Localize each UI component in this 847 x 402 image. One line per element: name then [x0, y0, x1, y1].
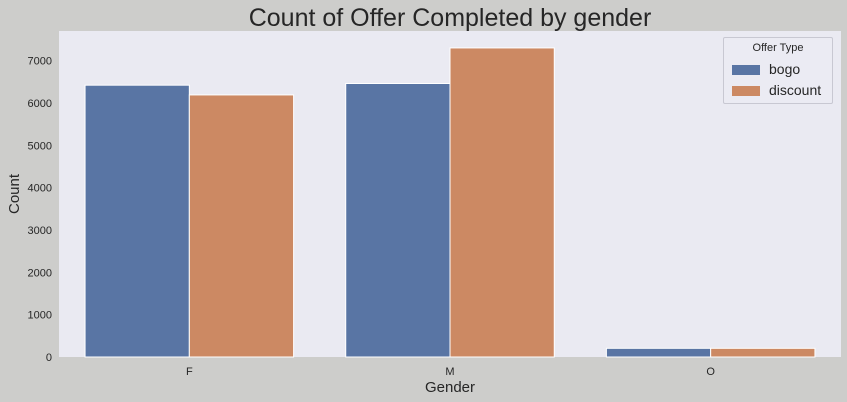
legend-swatch-discount	[732, 86, 760, 96]
y-tick-label: 7000	[28, 56, 52, 68]
x-tick-label: O	[706, 366, 715, 378]
y-tick-label: 5000	[28, 140, 52, 152]
y-tick-label: 4000	[28, 183, 52, 195]
x-axis-label: Gender	[425, 379, 475, 396]
bar-bogo-F	[84, 84, 190, 358]
y-tick-label: 1000	[28, 310, 52, 322]
bar-discount-M	[449, 47, 555, 358]
legend-title: Offer Type	[752, 42, 804, 54]
y-tick-label: 6000	[28, 98, 52, 110]
legend-label-bogo: bogo	[769, 61, 801, 77]
y-ticks-group: 0 1000 2000 3000 4000 5000 6000 7000	[28, 56, 52, 364]
y-axis-label: Count	[6, 173, 23, 214]
chart-title: Count of Offer Completed by gender	[249, 4, 652, 32]
bar-bogo-O	[605, 347, 712, 358]
bar-discount-F	[188, 94, 295, 358]
bar-bogo-M	[345, 82, 451, 358]
x-tick-label: M	[445, 366, 454, 378]
x-tick-label: F	[186, 366, 193, 378]
legend-swatch-bogo	[732, 65, 760, 75]
legend: Offer Type bogo discount	[723, 37, 833, 104]
y-tick-label: 3000	[28, 225, 52, 237]
bars-group	[84, 47, 816, 358]
y-tick-label: 2000	[28, 267, 52, 279]
bar-discount-O	[710, 347, 816, 358]
legend-label-discount: discount	[769, 82, 822, 98]
y-tick-label: 0	[46, 352, 52, 364]
